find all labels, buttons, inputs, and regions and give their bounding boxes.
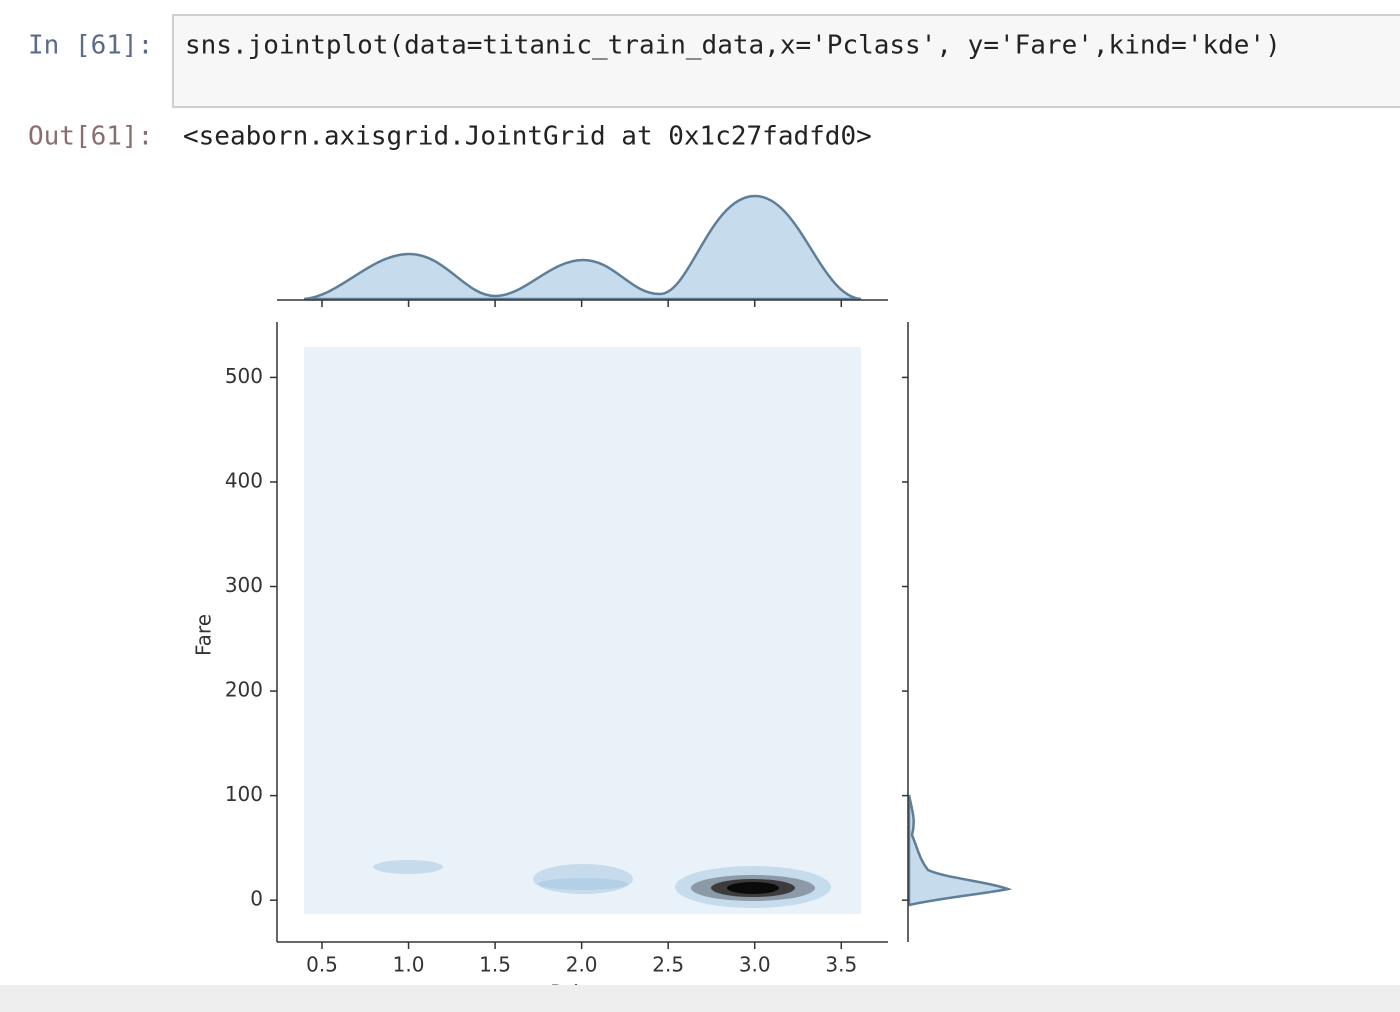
status-bar <box>0 985 1400 1012</box>
x-tick-label: 3.5 <box>825 953 857 977</box>
kde-contour <box>538 878 628 890</box>
y-tick-label: 400 <box>225 468 263 492</box>
x-tick-label: 3.0 <box>739 953 771 977</box>
y-tick-label: 300 <box>225 573 263 597</box>
x-tick-label: 0.5 <box>306 953 338 977</box>
y-tick-label: 0 <box>250 887 263 911</box>
kde-contour <box>727 882 779 894</box>
y-tick-label: 100 <box>225 782 263 806</box>
x-marginal-kde <box>303 194 862 301</box>
output-text: <seaborn.axisgrid.JointGrid at 0x1c27fad… <box>183 122 872 152</box>
x-tick-label: 1.5 <box>479 953 511 977</box>
input-prompt: In [61]: <box>28 31 153 61</box>
code: sns.jointplot(data=titanic_train_data,x=… <box>185 31 1281 61</box>
y-tick-label: 200 <box>225 678 263 702</box>
input-box[interactable] <box>172 14 1400 108</box>
output-prompt: Out[61]: <box>28 122 153 152</box>
kde-contour <box>373 860 443 874</box>
x-tick-label: 2.5 <box>652 953 684 977</box>
y-marginal-kde <box>907 794 1013 907</box>
jointplot: Pclass Fare 0.51.01.52.02.53.03.50100200… <box>192 194 1013 1005</box>
x-tick-label: 2.0 <box>566 953 598 977</box>
y-axis-label: Fare <box>192 614 216 656</box>
x-tick-label: 1.0 <box>393 953 425 977</box>
kde-background <box>304 347 861 914</box>
y-tick-label: 500 <box>225 364 263 388</box>
